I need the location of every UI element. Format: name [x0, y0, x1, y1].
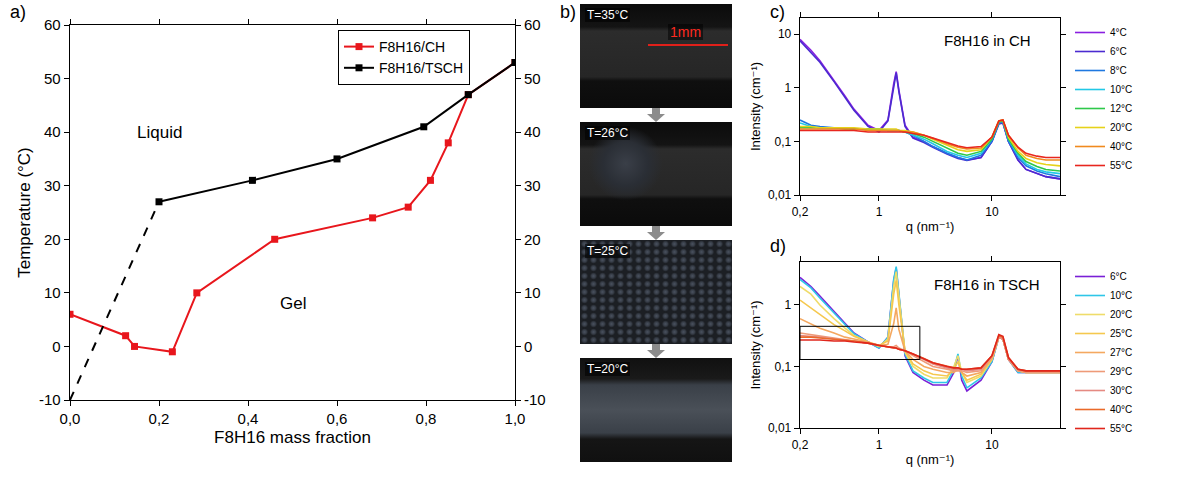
svg-text:29°C: 29°C [1110, 366, 1132, 377]
svg-text:0,1: 0,1 [775, 360, 792, 374]
svg-text:40: 40 [524, 123, 541, 140]
svg-text:0,2: 0,2 [792, 205, 809, 219]
html-text:b): b) [560, 2, 576, 22]
svg-text:1: 1 [785, 298, 792, 312]
svg-text:55°C: 55°C [1110, 423, 1132, 434]
svg-text:55°C: 55°C [1110, 160, 1132, 171]
svg-text:20: 20 [44, 231, 61, 248]
svg-text:c): c) [770, 2, 785, 22]
svg-text:q (nm⁻¹): q (nm⁻¹) [906, 219, 955, 234]
svg-text:0,2: 0,2 [149, 410, 170, 427]
svg-text:-10: -10 [39, 391, 61, 408]
svg-text:60: 60 [44, 16, 61, 33]
svg-text:60: 60 [524, 16, 541, 33]
svg-text:50: 50 [524, 70, 541, 87]
svg-text:F8H16 in TSCH: F8H16 in TSCH [934, 276, 1040, 293]
svg-text:27°C: 27°C [1110, 347, 1132, 358]
svg-text:30°C: 30°C [1110, 385, 1132, 396]
svg-text:10°C: 10°C [1110, 84, 1132, 95]
svg-text:20°C: 20°C [1110, 122, 1132, 133]
html-text:T=26°C: T=26°C [587, 126, 629, 140]
svg-text:50: 50 [44, 70, 61, 87]
svg-text:8°C: 8°C [1110, 65, 1127, 76]
svg-text:F8H16/TSCH: F8H16/TSCH [379, 60, 463, 76]
html-text:T=25°C: T=25°C [587, 244, 629, 258]
svg-text:30: 30 [44, 177, 61, 194]
svg-text:Intensity (cm⁻¹): Intensity (cm⁻¹) [748, 300, 763, 389]
svg-text:F8H16 mass fraction: F8H16 mass fraction [214, 428, 371, 447]
svg-text:30: 30 [524, 177, 541, 194]
svg-text:Intensity (cm⁻¹): Intensity (cm⁻¹) [748, 62, 763, 151]
html-text:T=20°C: T=20°C [587, 362, 629, 376]
svg-text:10: 10 [44, 284, 61, 301]
svg-text:Liquid: Liquid [137, 123, 182, 142]
svg-text:40°C: 40°C [1110, 404, 1132, 415]
svg-text:0: 0 [524, 338, 532, 355]
svg-text:0,0: 0,0 [60, 410, 81, 427]
svg-text:40: 40 [44, 123, 61, 140]
svg-text:Gel: Gel [280, 294, 306, 313]
svg-text:20°C: 20°C [1110, 309, 1132, 320]
svg-text:10: 10 [985, 438, 999, 452]
svg-text:q (nm⁻¹): q (nm⁻¹) [906, 452, 955, 467]
svg-text:0,2: 0,2 [792, 438, 809, 452]
svg-text:0,01: 0,01 [768, 188, 792, 202]
svg-text:25°C: 25°C [1110, 328, 1132, 339]
svg-text:0,1: 0,1 [775, 135, 792, 149]
svg-text:F8H16/CH: F8H16/CH [379, 39, 445, 55]
svg-text:0,4: 0,4 [238, 410, 259, 427]
svg-text:1: 1 [785, 81, 792, 95]
svg-text:1: 1 [876, 205, 883, 219]
svg-text:10: 10 [778, 27, 792, 41]
svg-text:-10: -10 [524, 391, 546, 408]
html-text:T=35°C: T=35°C [587, 8, 629, 22]
html-text:1mm: 1mm [670, 24, 702, 40]
svg-text:1: 1 [876, 438, 883, 452]
svg-text:1,0: 1,0 [505, 410, 526, 427]
svg-text:F8H16 in CH: F8H16 in CH [944, 32, 1031, 49]
svg-text:a): a) [10, 2, 26, 22]
svg-text:20: 20 [524, 231, 541, 248]
svg-text:6°C: 6°C [1110, 271, 1127, 282]
svg-text:10°C: 10°C [1110, 290, 1132, 301]
svg-text:6°C: 6°C [1110, 46, 1127, 57]
svg-text:0,01: 0,01 [768, 421, 792, 435]
svg-text:10: 10 [985, 205, 999, 219]
svg-text:10: 10 [524, 284, 541, 301]
svg-text:0,8: 0,8 [416, 410, 437, 427]
svg-text:4°C: 4°C [1110, 27, 1127, 38]
svg-text:12°C: 12°C [1110, 103, 1132, 114]
svg-text:d): d) [770, 236, 786, 256]
svg-text:40°C: 40°C [1110, 141, 1132, 152]
svg-text:0: 0 [52, 338, 60, 355]
svg-text:0,6: 0,6 [327, 410, 348, 427]
svg-text:Temperature (°C): Temperature (°C) [15, 147, 34, 278]
